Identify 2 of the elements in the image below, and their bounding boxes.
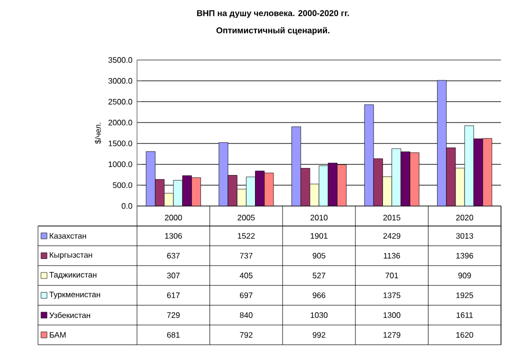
chart-subtitle: Оптимистичный сценарий. [216,26,330,36]
chart-title: ВНП на душу человека. 2000-2020 гг. [197,10,349,18]
